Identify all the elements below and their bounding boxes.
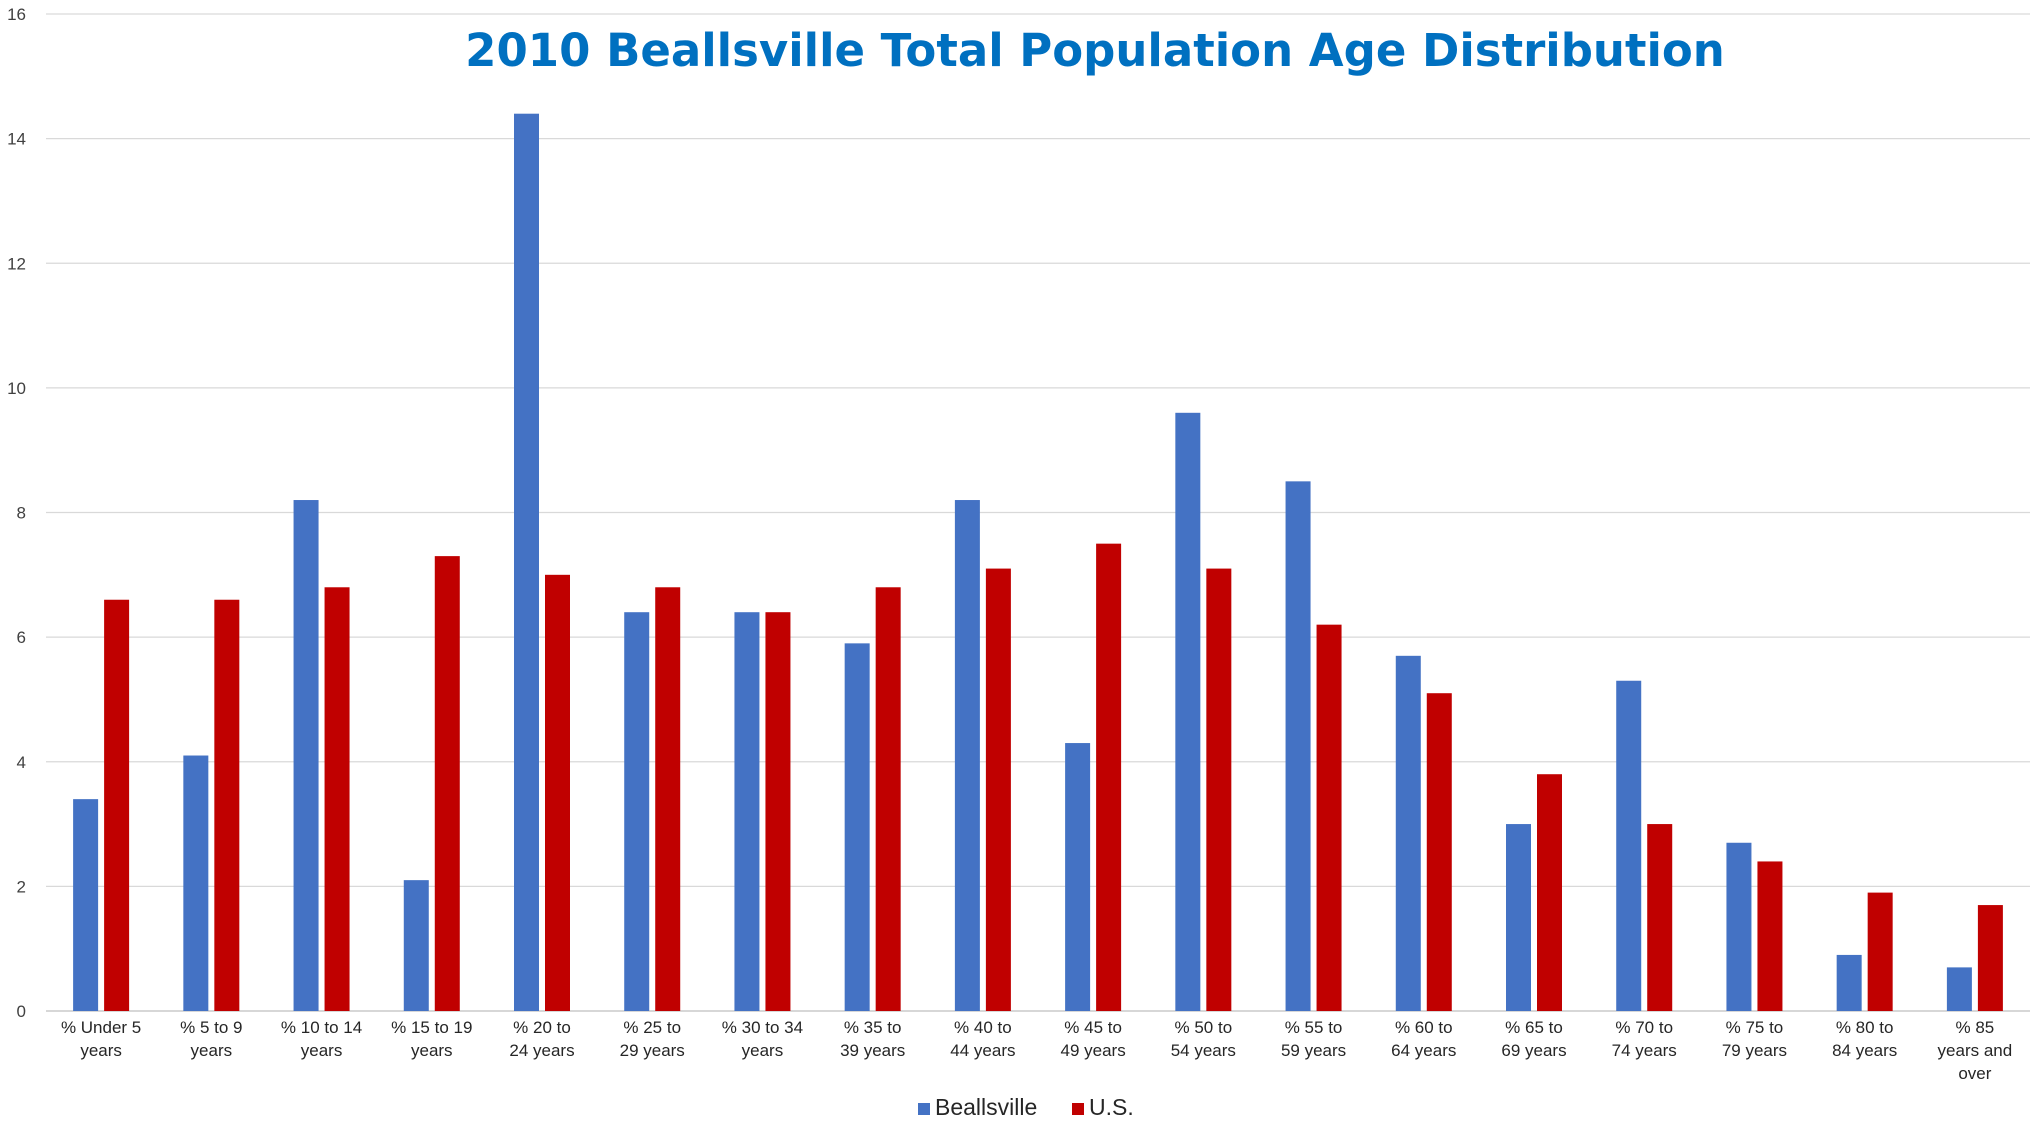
- bar-beallsville: [1065, 743, 1091, 1011]
- x-tick-label: % 50 to 54 years: [1171, 1018, 1236, 1060]
- x-tick-label: % 40 to 44 years: [950, 1018, 1015, 1060]
- bar-u-s: [1977, 905, 2003, 1011]
- y-tick-label: 12: [7, 254, 26, 273]
- x-tick-label: % 55 to 59 years: [1281, 1018, 1346, 1060]
- y-tick-label: 0: [17, 1002, 26, 1021]
- bar-beallsville: [844, 643, 870, 1011]
- x-tick-label: % 15 to 19 years: [391, 1018, 472, 1060]
- y-tick-label: 4: [17, 753, 26, 772]
- bar-u-s: [1426, 693, 1452, 1011]
- x-tick-label: % 70 to 74 years: [1612, 1018, 1677, 1060]
- bar-u-s: [1096, 543, 1122, 1011]
- bar-beallsville: [954, 500, 980, 1011]
- y-tick-label: 10: [7, 379, 26, 398]
- x-tick-label: % 45 to 49 years: [1061, 1018, 1126, 1060]
- bar-u-s: [214, 599, 240, 1011]
- bar-u-s: [545, 574, 570, 1011]
- bar-beallsville: [1946, 967, 1972, 1011]
- bar-u-s: [434, 556, 460, 1011]
- gridlines: [46, 13, 2030, 1012]
- x-tick-label: % 75 to 79 years: [1722, 1018, 1787, 1060]
- y-tick-label: 6: [17, 628, 26, 647]
- bar-beallsville: [1726, 842, 1752, 1011]
- legend-label: U.S.: [1089, 1094, 1134, 1120]
- legend-swatch: [918, 1103, 930, 1115]
- x-tick-label: % 85 years and over: [1938, 1018, 2013, 1083]
- legend-label: Beallsville: [935, 1094, 1037, 1120]
- bar-beallsville: [1285, 481, 1311, 1011]
- bar-beallsville: [624, 612, 650, 1011]
- x-tick-label: % 10 to 14 years: [281, 1018, 362, 1060]
- y-tick-label: 2: [17, 877, 26, 896]
- x-tick-label: % 60 to 64 years: [1391, 1018, 1456, 1060]
- bar-beallsville: [1616, 680, 1642, 1011]
- legend-swatch: [1072, 1103, 1084, 1115]
- bar-beallsville: [1836, 954, 1862, 1011]
- bar-u-s: [765, 612, 791, 1011]
- bar-beallsville: [183, 755, 209, 1011]
- y-axis-tick-labels: 0 2 4 6 8 10 12 14 16: [7, 5, 26, 1021]
- bar-beallsville: [73, 799, 99, 1011]
- bar-u-s: [104, 599, 130, 1011]
- x-tick-label: % 20 to 24 years: [509, 1018, 574, 1060]
- bar-u-s: [655, 587, 681, 1011]
- x-tick-label: % 65 to 69 years: [1501, 1018, 1566, 1060]
- x-tick-label: % 35 to 39 years: [840, 1018, 905, 1060]
- bar-u-s: [1206, 568, 1232, 1011]
- y-tick-label: 16: [7, 5, 26, 24]
- y-tick-label: 8: [17, 504, 26, 523]
- bar-u-s: [985, 568, 1011, 1011]
- x-tick-label: % 5 to 9 years: [180, 1018, 242, 1060]
- bar-u-s: [875, 587, 901, 1011]
- bar-u-s: [1537, 774, 1562, 1011]
- bars: [73, 113, 2003, 1011]
- x-tick-label: % 80 to 84 years: [1832, 1018, 1897, 1060]
- bar-beallsville: [514, 113, 539, 1011]
- bar-u-s: [1867, 892, 1893, 1011]
- bar-beallsville: [403, 880, 429, 1011]
- bar-u-s: [1757, 861, 1783, 1011]
- x-tick-label: % 30 to 34 years: [722, 1018, 803, 1060]
- chart-title: 2010 Beallsville Total Population Age Di…: [465, 24, 1725, 77]
- x-tick-label: % Under 5 years: [61, 1018, 141, 1060]
- x-tick-label: % 25 to 29 years: [620, 1018, 685, 1060]
- x-axis-category-labels: % Under 5 years % 5 to 9 years % 10 to 14 yea…: [61, 1018, 2012, 1083]
- bar-beallsville: [734, 612, 760, 1011]
- bar-beallsville: [1506, 824, 1531, 1011]
- legend: Beallsville U.S.: [918, 1094, 1134, 1120]
- bar-u-s: [1647, 824, 1673, 1011]
- bar-beallsville: [293, 500, 319, 1011]
- bar-u-s: [324, 587, 350, 1011]
- bar-beallsville: [1395, 655, 1421, 1011]
- y-tick-label: 14: [7, 130, 26, 149]
- bar-u-s: [1316, 624, 1342, 1011]
- bar-beallsville: [1175, 412, 1201, 1011]
